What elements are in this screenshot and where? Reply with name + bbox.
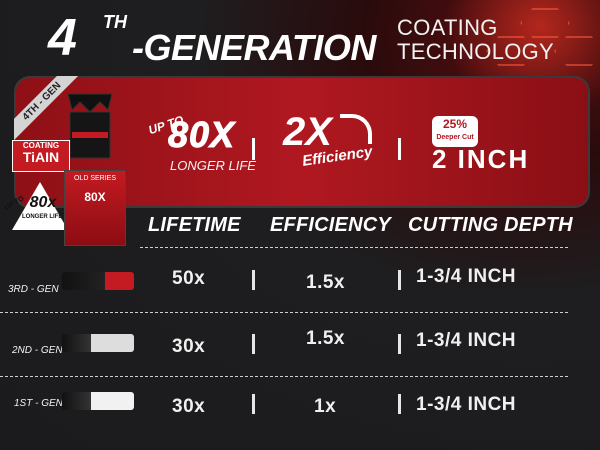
divider <box>252 394 255 414</box>
row-2nd-depth: 1-3/4 INCH <box>416 330 517 351</box>
lifetime-highlight-sub: LONGER LIFE <box>170 158 256 173</box>
column-header-lifetime: LIFETIME <box>148 214 241 236</box>
column-header-efficiency: EFFICIENCY <box>270 214 391 236</box>
divider <box>252 334 255 354</box>
row-divider <box>0 376 568 377</box>
blade-image <box>62 272 134 290</box>
divider <box>252 138 255 160</box>
row-1st-depth: 1-3/4 INCH <box>416 394 517 415</box>
row-3rd-lifetime: 50x <box>172 268 206 289</box>
row-label-3rd: 3RD - GEN <box>8 284 59 295</box>
blade-image <box>62 392 134 410</box>
triangle-sub: LONGER LIFE <box>22 214 63 220</box>
hexagon-icon <box>520 8 570 38</box>
divider <box>398 270 401 290</box>
generation-title: -GENERATION <box>132 27 376 68</box>
arrow-up-icon <box>340 114 372 144</box>
row-label-2nd: 2ND - GEN <box>12 345 63 356</box>
row-divider <box>140 247 568 248</box>
coating-technology-title: COATING TECHNOLOGY <box>397 16 554 64</box>
lifetime-highlight-value: 80X <box>167 114 236 156</box>
column-header-cutting-depth: CUTTING DEPTH <box>408 214 573 236</box>
box-value: 80X <box>84 190 106 204</box>
divider <box>398 138 401 160</box>
product-box: OLD SERIES 80X <box>64 170 126 246</box>
row-1st-efficiency: 1x <box>314 396 337 417</box>
depth-highlight-value: 2 INCH <box>432 144 530 174</box>
blade-image <box>62 334 134 352</box>
deeper-value: 25% <box>442 117 468 131</box>
coating-type: TiAIN <box>22 149 60 165</box>
row-label-1st: 1ST - GEN <box>14 398 63 409</box>
divider <box>252 270 255 290</box>
divider <box>398 334 401 354</box>
technology-line: TECHNOLOGY <box>397 39 555 64</box>
efficiency-highlight-value: 2X <box>283 110 332 154</box>
row-3rd-depth: 1-3/4 INCH <box>416 266 517 287</box>
hexagon-icon <box>486 36 536 66</box>
row-2nd-lifetime: 30x <box>172 336 206 357</box>
deeper-cut-badge: 25% Deeper Cut <box>432 116 478 147</box>
blade-image <box>67 93 113 159</box>
page-header: 4 TH -GENERATION COATING TECHNOLOGY <box>0 0 600 70</box>
coating-small-label: COATING <box>22 141 60 150</box>
row-1st-lifetime: 30x <box>172 396 206 417</box>
box-label: OLD SERIES <box>73 175 116 182</box>
divider <box>398 394 401 414</box>
coating-line: COATING <box>397 15 498 40</box>
coating-badge: COATING TiAIN <box>12 140 70 172</box>
deeper-sub: Deeper Cut <box>436 134 474 141</box>
row-2nd-efficiency: 1.5x <box>306 328 345 349</box>
generation-superscript: TH <box>103 12 127 32</box>
generation-number: 4 <box>48 9 77 67</box>
row-3rd-efficiency: 1.5x <box>306 272 345 293</box>
hexagon-icon <box>554 36 600 66</box>
row-divider <box>0 312 568 313</box>
triangle-badge <box>12 182 68 230</box>
triangle-value: 80x <box>29 194 57 211</box>
